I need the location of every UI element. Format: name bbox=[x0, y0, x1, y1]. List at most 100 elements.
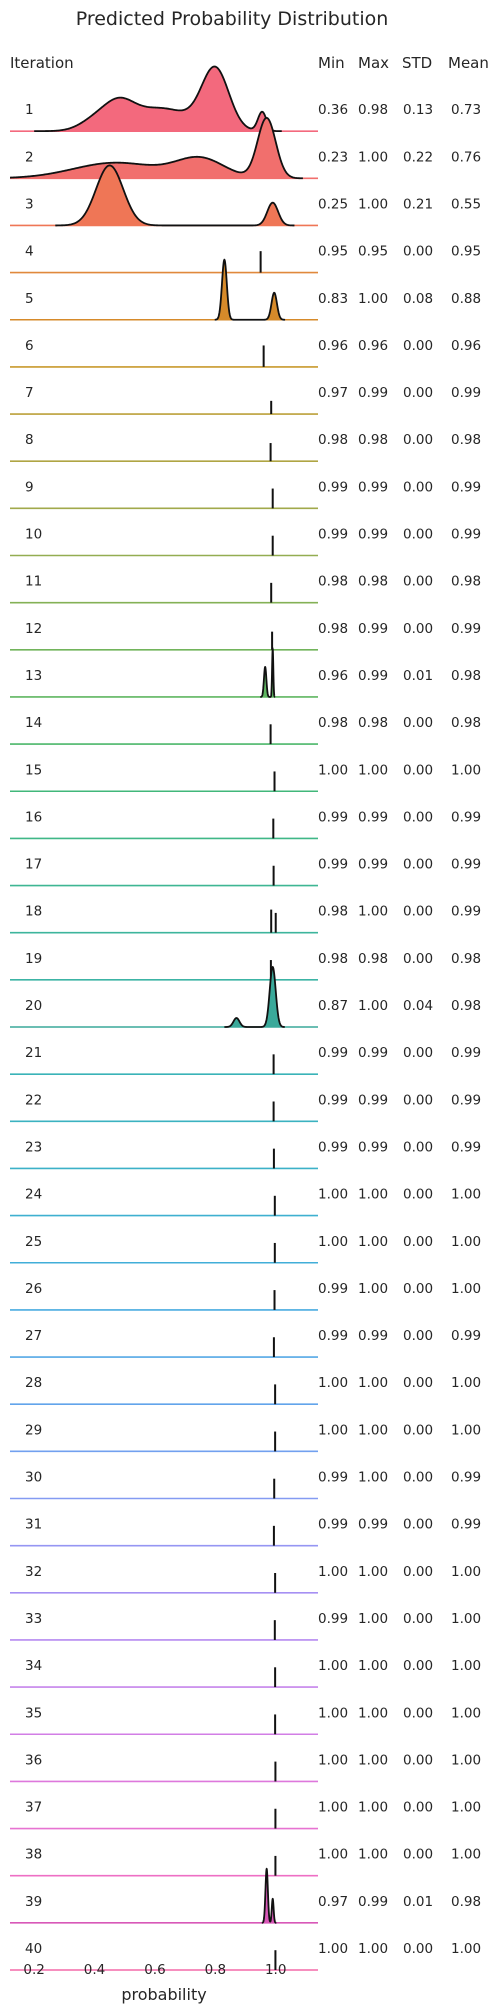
ridge-row: 33 0.99 1.00 0.00 1.00 bbox=[10, 1611, 481, 1641]
x-axis-label: probability bbox=[121, 1985, 206, 2004]
std-value: 0.00 bbox=[403, 1375, 433, 1391]
density-curve bbox=[261, 1867, 277, 1924]
mean-value: 0.76 bbox=[451, 149, 481, 165]
min-value: 0.99 bbox=[318, 1517, 348, 1533]
max-value: 1.00 bbox=[358, 1800, 388, 1816]
iteration-label: 19 bbox=[25, 951, 42, 967]
max-value: 1.00 bbox=[358, 149, 388, 165]
mean-value: 1.00 bbox=[451, 1564, 481, 1580]
ridge-row: 21 0.99 0.99 0.00 0.99 bbox=[10, 1045, 481, 1075]
std-value: 0.00 bbox=[403, 1847, 433, 1863]
std-value: 0.00 bbox=[403, 1611, 433, 1627]
ridge-row: 23 0.99 0.99 0.00 0.99 bbox=[10, 1139, 481, 1170]
min-value: 0.99 bbox=[318, 1611, 348, 1627]
std-value: 0.00 bbox=[403, 621, 433, 637]
max-value: 0.99 bbox=[358, 1894, 388, 1910]
std-value: 0.00 bbox=[403, 1187, 433, 1203]
iteration-label: 27 bbox=[25, 1328, 42, 1344]
min-value: 0.99 bbox=[318, 1281, 348, 1297]
iteration-label: 30 bbox=[25, 1470, 42, 1486]
iteration-label: 23 bbox=[25, 1139, 42, 1155]
std-value: 0.00 bbox=[403, 385, 433, 401]
max-value: 0.99 bbox=[358, 1045, 388, 1061]
mean-value: 1.00 bbox=[451, 1941, 481, 1957]
ridge-row: 11 0.98 0.98 0.00 0.98 bbox=[10, 574, 481, 604]
std-value: 0.00 bbox=[403, 1658, 433, 1674]
iteration-label: 20 bbox=[25, 998, 42, 1014]
iteration-label: 11 bbox=[25, 574, 42, 590]
std-value: 0.00 bbox=[403, 1328, 433, 1344]
min-value: 0.95 bbox=[318, 244, 348, 260]
min-value: 0.83 bbox=[318, 291, 348, 307]
mean-value: 0.99 bbox=[451, 1092, 481, 1108]
ridge-row: 30 0.99 1.00 0.00 0.99 bbox=[10, 1470, 481, 1500]
mean-value: 0.99 bbox=[451, 527, 481, 543]
iteration-label: 33 bbox=[25, 1611, 42, 1627]
mean-value: 1.00 bbox=[451, 1422, 481, 1438]
iteration-label: 37 bbox=[25, 1800, 42, 1816]
density-curve bbox=[260, 645, 276, 698]
max-value: 0.99 bbox=[358, 809, 388, 825]
mean-value: 0.99 bbox=[451, 1139, 481, 1155]
min-value: 0.99 bbox=[318, 809, 348, 825]
min-value: 0.98 bbox=[318, 904, 348, 920]
mean-value: 0.98 bbox=[451, 574, 481, 590]
chart-title: Predicted Probability Distribution bbox=[76, 8, 389, 30]
std-value: 0.00 bbox=[403, 432, 433, 448]
min-value: 0.99 bbox=[318, 1139, 348, 1155]
iteration-label: 18 bbox=[25, 904, 42, 920]
min-value: 1.00 bbox=[318, 1234, 348, 1250]
mean-value: 0.73 bbox=[451, 102, 481, 118]
x-tick-label: 1.0 bbox=[265, 1962, 286, 1978]
std-value: 0.22 bbox=[403, 149, 433, 165]
iteration-label: 26 bbox=[25, 1281, 42, 1297]
std-value: 0.00 bbox=[403, 1422, 433, 1438]
mean-value: 1.00 bbox=[451, 1187, 481, 1203]
ridge-row: 25 1.00 1.00 0.00 1.00 bbox=[10, 1234, 481, 1264]
density-fill bbox=[55, 165, 295, 226]
max-value: 1.00 bbox=[358, 762, 388, 778]
ridge-row: 32 1.00 1.00 0.00 1.00 bbox=[10, 1564, 481, 1594]
mean-value: 1.00 bbox=[451, 1658, 481, 1674]
mean-value: 0.99 bbox=[451, 857, 481, 873]
std-value: 0.00 bbox=[403, 1470, 433, 1486]
ridge-row: 34 1.00 1.00 0.00 1.00 bbox=[10, 1658, 481, 1688]
ridge-row: 31 0.99 0.99 0.00 0.99 bbox=[10, 1517, 481, 1547]
header-max: Max bbox=[358, 54, 389, 72]
ridge-row: 37 1.00 1.00 0.00 1.00 bbox=[10, 1800, 481, 1830]
iteration-label: 17 bbox=[25, 857, 42, 873]
ridge-row: 26 0.99 1.00 0.00 1.00 bbox=[10, 1281, 481, 1311]
max-value: 1.00 bbox=[358, 904, 388, 920]
min-value: 0.98 bbox=[318, 715, 348, 731]
ridge-row: 4 0.95 0.95 0.00 0.95 bbox=[10, 244, 481, 274]
std-value: 0.00 bbox=[403, 1705, 433, 1721]
iteration-label: 40 bbox=[25, 1941, 42, 1957]
ridge-row: 40 1.00 1.00 0.00 1.00 bbox=[10, 1941, 481, 1971]
density-curve bbox=[9, 116, 303, 180]
max-value: 0.99 bbox=[358, 1139, 388, 1155]
iteration-label: 5 bbox=[25, 291, 34, 307]
ridge-row: 39 0.97 0.99 0.01 0.98 bbox=[10, 1867, 481, 1924]
iteration-label: 8 bbox=[25, 432, 34, 448]
iteration-label: 24 bbox=[25, 1187, 42, 1203]
min-value: 0.99 bbox=[318, 527, 348, 543]
max-value: 1.00 bbox=[358, 291, 388, 307]
mean-value: 0.99 bbox=[451, 809, 481, 825]
std-value: 0.00 bbox=[403, 715, 433, 731]
iteration-label: 15 bbox=[25, 762, 42, 778]
mean-value: 1.00 bbox=[451, 1705, 481, 1721]
ridge-row: 18 0.98 1.00 0.00 0.99 bbox=[10, 904, 481, 934]
density-fill bbox=[34, 66, 282, 132]
ridge-rows: 1 0.36 0.98 0.13 0.73 2 0.23 1.00 0.22 0.76 3 0.25 1… bbox=[9, 65, 481, 1971]
max-value: 0.99 bbox=[358, 1328, 388, 1344]
iteration-label: 39 bbox=[25, 1894, 42, 1910]
ridge-row: 7 0.97 0.99 0.00 0.99 bbox=[10, 385, 481, 415]
std-value: 0.00 bbox=[403, 1139, 433, 1155]
density-curve bbox=[224, 965, 285, 1028]
std-value: 0.08 bbox=[403, 291, 433, 307]
min-value: 0.99 bbox=[318, 1470, 348, 1486]
min-value: 0.87 bbox=[318, 998, 348, 1014]
std-value: 0.00 bbox=[403, 1564, 433, 1580]
max-value: 1.00 bbox=[358, 1281, 388, 1297]
iteration-label: 28 bbox=[25, 1375, 42, 1391]
